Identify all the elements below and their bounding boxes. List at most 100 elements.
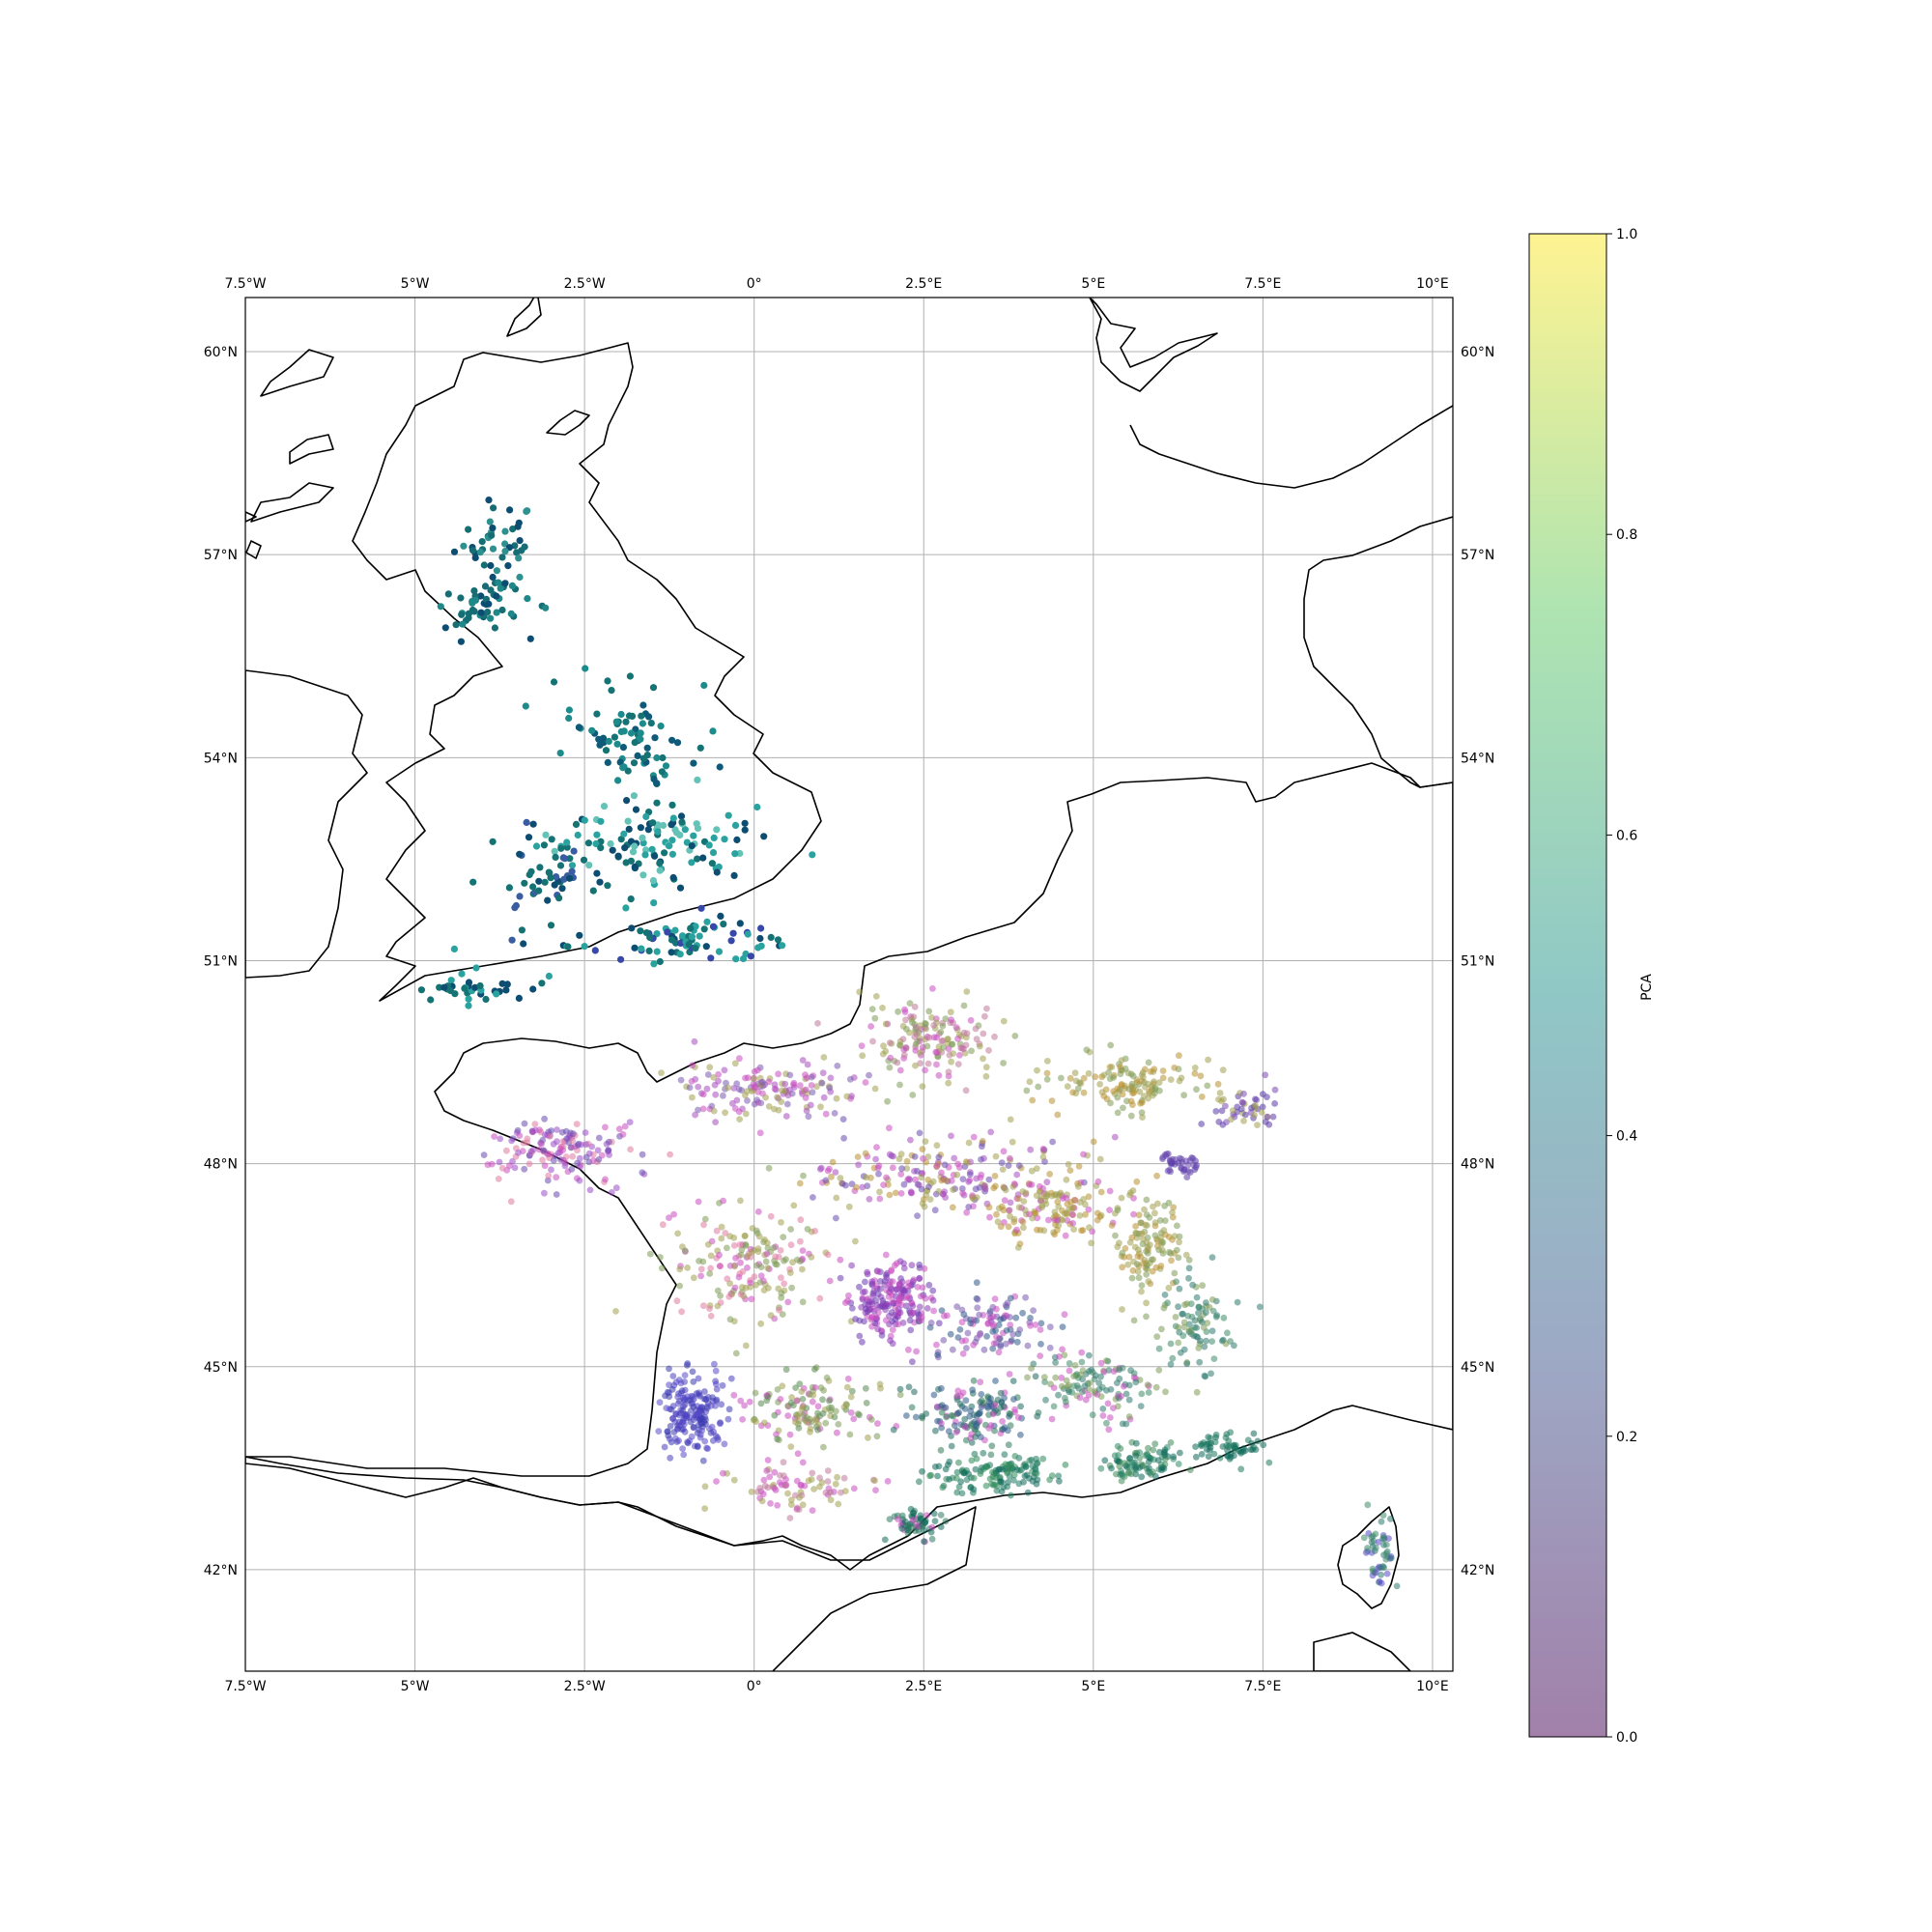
scatter-point [784, 1412, 792, 1419]
scatter-point [1005, 1479, 1011, 1486]
scatter-point [1007, 1422, 1014, 1430]
scatter-point [1003, 1327, 1010, 1334]
scatter-point [1013, 1226, 1020, 1234]
scatter-point [913, 1348, 920, 1355]
scatter-point [846, 1431, 854, 1438]
scatter-point [668, 1385, 676, 1393]
scatter-point [700, 1221, 707, 1229]
scatter-point [1043, 1179, 1051, 1186]
scatter-point [964, 1159, 971, 1167]
scatter-point [707, 1252, 715, 1260]
scatter-point [834, 1429, 840, 1436]
scatter-point [859, 1052, 867, 1060]
scatter-point [511, 1164, 519, 1172]
scatter-point [668, 837, 676, 844]
scatter-point [704, 1071, 712, 1078]
scatter-point [744, 930, 752, 938]
scatter-point [1070, 1373, 1077, 1379]
scatter-point [612, 1308, 619, 1315]
colorbar-tick-label: 0.4 [1616, 1129, 1637, 1145]
scatter-point [913, 1031, 921, 1037]
scatter-point [554, 1126, 560, 1133]
scatter-point [685, 941, 693, 949]
scatter-point [722, 1109, 728, 1117]
scatter-point [865, 1301, 872, 1309]
scatter-point [713, 1385, 721, 1393]
scatter-point [938, 1402, 946, 1408]
scatter-point [782, 1113, 790, 1120]
scatter-point [527, 867, 535, 875]
scatter-point [837, 1175, 844, 1181]
scatter-point [914, 1180, 922, 1188]
scatter-point [989, 1473, 997, 1481]
scatter-point [1185, 1321, 1193, 1328]
scatter-point [612, 718, 620, 725]
scatter-point [1125, 1253, 1133, 1261]
scatter-point [969, 1386, 977, 1394]
scatter-point [1076, 1199, 1084, 1206]
scatter-point [507, 1198, 515, 1206]
scatter-point [844, 1376, 852, 1382]
scatter-point [1175, 1303, 1181, 1311]
scatter-point [997, 1405, 1005, 1411]
scatter-point [550, 1156, 557, 1164]
scatter-point [1028, 1181, 1036, 1188]
scatter-point [731, 1060, 739, 1067]
scatter-point [581, 943, 588, 951]
scatter-point [784, 1490, 791, 1497]
scatter-point [620, 830, 628, 838]
scatter-point [937, 1446, 945, 1454]
scatter-point [1125, 1396, 1133, 1404]
scatter-point [622, 859, 630, 867]
scatter-point [684, 1360, 692, 1367]
scatter-point [873, 1301, 881, 1309]
scatter-point [989, 1468, 996, 1476]
scatter-point [840, 1474, 848, 1482]
scatter-point [637, 729, 644, 737]
scatter-point [486, 518, 494, 526]
scatter-point [1058, 1382, 1065, 1390]
scatter-point [1138, 1077, 1146, 1085]
scatter-point [1015, 1480, 1023, 1488]
scatter-point [919, 1200, 926, 1208]
scatter-point [1194, 1333, 1202, 1341]
scatter-point [666, 842, 673, 850]
scatter-point [1139, 1114, 1146, 1121]
scatter-point [1239, 1099, 1247, 1107]
scatter-point [1240, 1118, 1247, 1124]
scatter-point [602, 747, 611, 754]
scatter-point [441, 624, 449, 632]
scatter-point [923, 1042, 931, 1050]
scatter-point [646, 1250, 654, 1258]
scatter-point [754, 944, 762, 952]
scatter-point [457, 638, 465, 645]
scatter-point [778, 1274, 784, 1282]
scatter-point [1125, 1468, 1132, 1476]
scatter-point [786, 1515, 794, 1521]
scatter-point [1171, 1233, 1179, 1239]
scatter-point [1199, 1319, 1206, 1325]
scatter-point [903, 1026, 910, 1033]
scatter-point [695, 1106, 701, 1114]
lon-tick-label-bottom: 0° [747, 1679, 762, 1694]
scatter-point [1216, 1090, 1224, 1096]
scatter-point [1082, 1396, 1090, 1404]
scatter-point [664, 928, 671, 936]
scatter-point [804, 1226, 811, 1233]
scatter-point [639, 871, 647, 879]
scatter-point [605, 737, 612, 746]
scatter-point [1157, 1263, 1165, 1269]
scatter-point [1024, 1489, 1032, 1496]
scatter-point [814, 1020, 821, 1027]
scatter-point [887, 1054, 895, 1062]
scatter-point [896, 1391, 904, 1399]
scatter-point [820, 1386, 827, 1394]
scatter-point [1195, 1345, 1203, 1351]
scatter-point [1019, 1309, 1026, 1317]
scatter-point [1203, 1299, 1209, 1306]
scatter-point [819, 1396, 826, 1404]
scatter-point [776, 1306, 782, 1314]
scatter-point [1180, 1319, 1188, 1326]
scatter-point [489, 573, 497, 582]
scatter-point [953, 1171, 961, 1179]
